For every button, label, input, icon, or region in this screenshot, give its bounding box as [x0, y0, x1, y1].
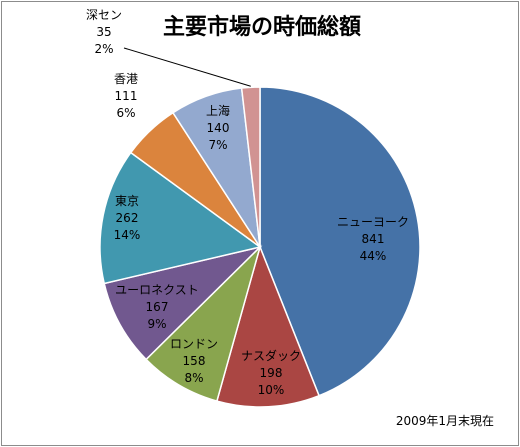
slice-label-name: ロンドン	[170, 337, 218, 351]
slice-label-percent: 8%	[184, 371, 203, 385]
slice-labels: ニューヨーク 841 44% ナスダック 198 10% ロンドン 158 8% ユーロネクスト 1…	[86, 8, 409, 397]
slice-label-value: 158	[183, 354, 206, 368]
slice-label-value: 167	[146, 300, 169, 314]
slice-label-value: 35	[96, 25, 111, 39]
pie-slice	[99, 151, 262, 285]
slice-label-percent: 9%	[147, 317, 166, 331]
date-note: 2009年1月末現在	[396, 414, 494, 428]
slice-label-value: 198	[260, 366, 283, 380]
slice-label-name: 上海	[206, 103, 230, 118]
slice-label-name: ニューヨーク	[337, 215, 409, 229]
pie-slice	[240, 86, 261, 248]
leader-line	[123, 47, 251, 87]
slice-label-name: 東京	[115, 194, 139, 208]
slice-label-name: 深セン	[86, 8, 122, 22]
slice-label-name: ユーロネクスト	[115, 283, 199, 297]
slice-label-percent: 14%	[114, 228, 141, 242]
slice-label-percent: 2%	[94, 42, 113, 56]
pie-slices	[99, 86, 421, 408]
slice-label-percent: 7%	[208, 138, 227, 152]
slice-label-name: 香港	[114, 72, 138, 86]
slice-label-value: 140	[207, 121, 230, 135]
slice-label-percent: 10%	[258, 383, 285, 397]
chart-title: 主要市場の時価総額	[163, 14, 361, 40]
slice-label-value: 111	[115, 89, 138, 103]
slice-label-percent: 6%	[116, 106, 135, 120]
pie-slice	[215, 244, 321, 408]
slice-label-percent: 44%	[360, 249, 387, 263]
slice-label-value: 841	[362, 232, 385, 246]
pie-slice	[259, 86, 421, 397]
slice-label-value: 262	[116, 211, 139, 225]
slice-label-name: ナスダック	[241, 348, 301, 363]
